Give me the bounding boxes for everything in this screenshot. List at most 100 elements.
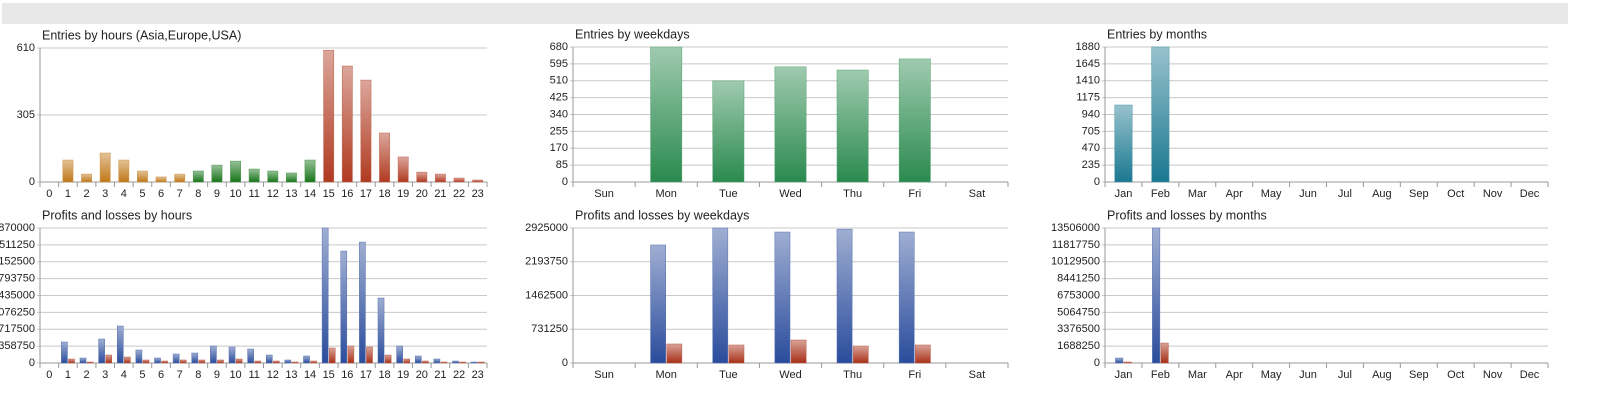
y-tick-label: 0 [29, 357, 35, 369]
bar [286, 172, 297, 183]
x-tick-label: 23 [472, 369, 484, 381]
bar [790, 339, 807, 364]
chart-title: Profits and losses by weekdays [575, 208, 749, 222]
bar [1114, 104, 1133, 183]
bar [360, 79, 372, 183]
bar [472, 179, 484, 183]
bar [452, 360, 459, 364]
x-tick-label: Jun [1299, 369, 1317, 381]
y-tick-label: 731250 [531, 323, 568, 335]
y-tick-label: 8441250 [1057, 273, 1100, 285]
y-tick-label: 510 [550, 75, 568, 87]
bar [142, 359, 150, 364]
y-tick-label: 2193750 [525, 256, 568, 268]
x-tick-label: Sat [969, 188, 986, 200]
x-tick-label: 8 [195, 369, 201, 381]
x-tick-label: 4 [121, 369, 127, 381]
y-tick-label: 13506000 [1051, 222, 1100, 234]
x-tick-label: Nov [1483, 369, 1503, 381]
bar [396, 345, 403, 364]
x-tick-label: 3 [102, 369, 108, 381]
x-tick-label: Mar [1188, 369, 1207, 381]
y-tick-label: 2925000 [525, 222, 568, 234]
y-tick-label: 1462500 [525, 289, 568, 301]
bar [377, 297, 385, 364]
bar [321, 227, 329, 364]
bar [666, 343, 683, 364]
x-tick-label: Dec [1520, 369, 1540, 381]
bar [470, 361, 478, 364]
bar [235, 358, 243, 364]
x-tick-label: 18 [378, 188, 390, 200]
bar [836, 69, 869, 183]
bar [459, 361, 466, 364]
y-tick-label: 1435000 [0, 289, 35, 301]
x-tick-label: 4 [121, 188, 127, 200]
bar [650, 46, 683, 183]
y-tick-label: 425 [550, 92, 568, 104]
x-tick-label: Sep [1409, 188, 1429, 200]
x-tick-label: 15 [323, 188, 335, 200]
x-tick-label: 21 [434, 188, 446, 200]
y-tick-label: 3376500 [1057, 323, 1100, 335]
x-tick-label: 15 [323, 369, 335, 381]
y-tick-label: 470 [1082, 142, 1100, 154]
bar [211, 164, 223, 183]
bar [254, 360, 262, 364]
x-tick-label: 21 [434, 369, 446, 381]
y-tick-label: 358750 [0, 340, 35, 352]
bar [328, 347, 336, 364]
bar [81, 173, 92, 183]
x-tick-label: Wed [779, 188, 801, 200]
x-tick-label: 12 [267, 188, 279, 200]
x-tick-label: Wed [779, 369, 801, 381]
x-tick-label: Fri [908, 188, 921, 200]
x-tick-label: 14 [304, 188, 316, 200]
x-tick-label: Oct [1447, 188, 1464, 200]
chart-title: Profits and losses by hours [42, 208, 192, 222]
bar [210, 345, 217, 364]
bar [435, 173, 446, 183]
bar [61, 341, 68, 364]
bar [304, 159, 316, 183]
bar [384, 354, 392, 364]
x-tick-label: 13 [285, 369, 297, 381]
bar [86, 361, 94, 364]
bar [403, 358, 411, 364]
x-tick-label: 20 [416, 369, 428, 381]
x-tick-label: 0 [46, 188, 52, 200]
y-tick-label: 2511250 [0, 239, 35, 251]
y-tick-label: 11817750 [1052, 239, 1100, 251]
x-tick-label: Mon [656, 188, 677, 200]
x-tick-label: 23 [472, 188, 484, 200]
x-tick-label: Dec [1520, 188, 1540, 200]
y-tick-label: 1645 [1076, 58, 1100, 70]
x-tick-label: Sep [1409, 369, 1429, 381]
bar [898, 231, 915, 364]
bar [422, 360, 429, 364]
x-tick-label: Sat [969, 369, 986, 381]
bar [340, 250, 348, 364]
chart-title: Entries by weekdays [575, 27, 690, 41]
bar [79, 357, 87, 364]
x-tick-label: Oct [1447, 369, 1464, 381]
x-tick-label: Apr [1226, 188, 1243, 200]
x-tick-label: Tue [719, 369, 738, 381]
x-tick-label: Tue [719, 188, 738, 200]
y-tick-label: 0 [1094, 176, 1100, 188]
bar [712, 80, 745, 183]
x-tick-label: Aug [1372, 369, 1392, 381]
x-tick-label: 2 [84, 369, 90, 381]
y-tick-label: 2870000 [0, 222, 35, 234]
bar [135, 349, 143, 364]
x-tick-label: Sun [594, 369, 614, 381]
x-tick-label: 11 [248, 369, 259, 381]
y-tick-label: 1688250 [1057, 340, 1100, 352]
x-tick-label: Jan [1115, 369, 1133, 381]
bar [179, 359, 187, 364]
x-tick-label: 5 [139, 188, 145, 200]
x-tick-label: Apr [1226, 369, 1243, 381]
bar [397, 156, 409, 183]
